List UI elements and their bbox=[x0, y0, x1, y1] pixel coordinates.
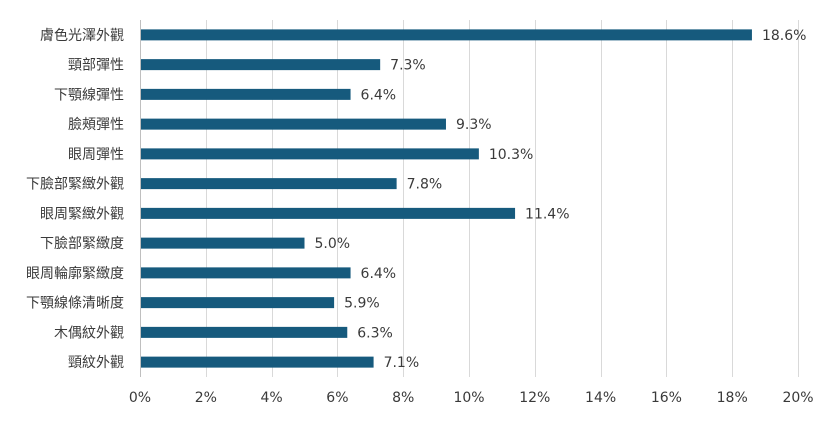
category-label: 下顎線彈性 bbox=[54, 87, 124, 103]
bar bbox=[141, 326, 348, 338]
x-tick-label: 6% bbox=[326, 390, 348, 406]
x-tick-label: 16% bbox=[651, 390, 682, 406]
category-label: 下臉部緊緻外觀 bbox=[26, 177, 124, 193]
bar bbox=[141, 207, 516, 219]
category-label: 木偶紋外觀 bbox=[54, 325, 124, 341]
data-label: 7.8% bbox=[407, 177, 443, 193]
labels: 膚色光澤外觀 18.6% 頸部彈性 7.3% 下顎線彈性 6.4% 臉頰彈性 9.3% 眼周彈性… bbox=[26, 27, 806, 371]
data-label: 7.3% bbox=[390, 58, 426, 74]
category-label: 下臉部緊緻度 bbox=[40, 236, 124, 252]
data-label: 6.3% bbox=[357, 325, 393, 341]
bar bbox=[141, 178, 397, 190]
bar bbox=[141, 29, 752, 41]
category-label: 頸部彈性 bbox=[68, 58, 124, 74]
bar bbox=[141, 237, 305, 249]
x-tick-label: 4% bbox=[260, 390, 282, 406]
data-label: 18.6% bbox=[762, 28, 806, 44]
category-label: 下顎線條清晰度 bbox=[26, 296, 124, 312]
bar bbox=[141, 88, 351, 100]
data-label: 7.1% bbox=[384, 355, 420, 371]
data-label: 6.4% bbox=[361, 87, 397, 103]
bars bbox=[141, 29, 752, 368]
x-tick-label: 2% bbox=[195, 390, 217, 406]
bar bbox=[141, 59, 381, 71]
x-tick-label: 14% bbox=[585, 390, 616, 406]
data-label: 10.3% bbox=[489, 147, 533, 163]
x-tick-label: 0% bbox=[129, 390, 151, 406]
bar bbox=[141, 297, 335, 309]
category-label: 膚色光澤外觀 bbox=[40, 27, 124, 44]
category-label: 眼周彈性 bbox=[68, 147, 124, 163]
x-tick-label: 8% bbox=[392, 390, 414, 406]
data-label: 5.0% bbox=[315, 236, 351, 252]
x-axis-ticks: 0% 2% 4% 6% 8% 10% 12% 14% 16% 18% 20% bbox=[129, 390, 814, 406]
x-tick-label: 12% bbox=[519, 390, 550, 406]
data-label: 5.9% bbox=[344, 296, 380, 312]
bar bbox=[141, 267, 351, 279]
category-label: 眼周輪廓緊緻度 bbox=[26, 265, 124, 282]
data-label: 9.3% bbox=[456, 117, 492, 133]
bar bbox=[141, 118, 446, 130]
bar bbox=[141, 356, 374, 368]
x-tick-label: 10% bbox=[453, 390, 484, 406]
x-tick-label: 20% bbox=[782, 390, 813, 406]
category-label: 臉頰彈性 bbox=[68, 117, 124, 133]
category-label: 頸紋外觀 bbox=[68, 355, 124, 371]
grid-lines bbox=[140, 20, 799, 377]
category-label: 眼周緊緻外觀 bbox=[40, 206, 124, 222]
bar bbox=[141, 148, 479, 160]
x-tick-label: 18% bbox=[717, 390, 748, 406]
data-label: 11.4% bbox=[525, 206, 569, 222]
data-label: 6.4% bbox=[361, 266, 397, 282]
